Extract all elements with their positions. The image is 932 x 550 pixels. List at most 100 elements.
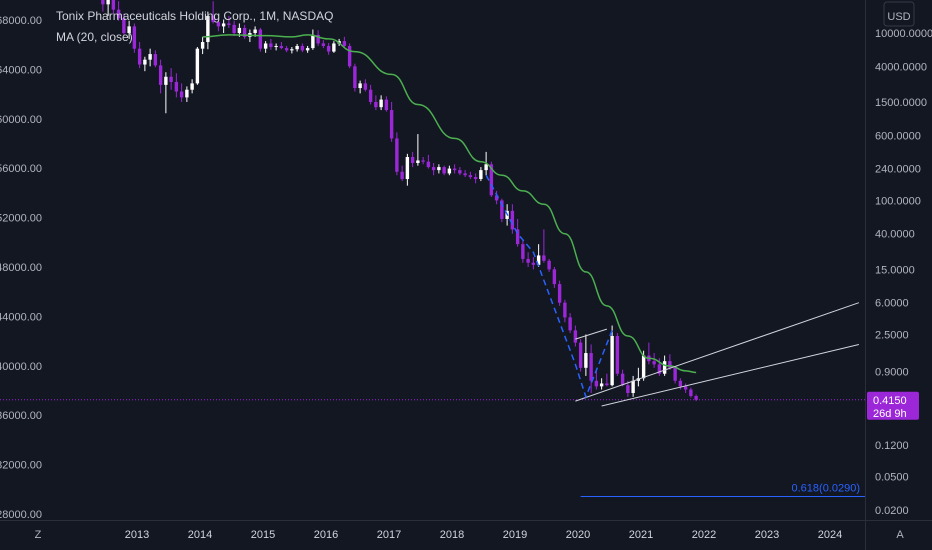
candle-body <box>363 83 368 90</box>
candle <box>101 0 105 12</box>
left-tick-label: 28000.00 <box>0 509 42 521</box>
candle <box>468 171 473 180</box>
candle-body <box>321 43 326 46</box>
candle <box>190 79 194 94</box>
candle-body <box>657 364 662 374</box>
candle-body <box>195 48 200 84</box>
candle <box>148 48 152 67</box>
candle <box>326 42 331 55</box>
candle <box>510 204 515 234</box>
candle-body <box>542 255 546 261</box>
left-tick-label: 36000.00 <box>0 410 42 422</box>
indicator-label: MA (20, close) <box>56 30 133 44</box>
time-tick-label: 2019 <box>503 529 527 541</box>
candle-body <box>353 66 357 89</box>
candle <box>542 229 546 263</box>
candle-body <box>106 0 110 5</box>
candle <box>174 73 179 98</box>
candle-body <box>332 43 336 52</box>
trend-line[interactable] <box>575 328 608 340</box>
currency-badge-box <box>883 1 915 27</box>
candle-body <box>405 156 410 180</box>
scale-z-button[interactable]: Z <box>35 529 42 541</box>
candle <box>132 23 137 53</box>
candle <box>494 190 499 205</box>
candle <box>573 325 578 347</box>
candle <box>232 20 236 37</box>
candle-body <box>311 34 315 49</box>
candles <box>101 0 698 402</box>
wave-projection <box>485 174 613 400</box>
candle-body <box>127 26 131 33</box>
candle <box>143 56 147 72</box>
candle-body <box>211 15 215 23</box>
candle-body <box>326 45 331 52</box>
trend-line[interactable] <box>575 302 860 402</box>
candle-body <box>206 15 210 43</box>
currency-badge[interactable]: USD <box>883 1 915 27</box>
candle <box>568 313 572 334</box>
candle-body <box>463 173 467 176</box>
candle-body <box>610 335 614 386</box>
candle <box>437 164 441 174</box>
candle <box>584 334 588 376</box>
candle <box>300 43 305 53</box>
trend-line[interactable] <box>601 343 859 407</box>
candle-body <box>237 27 242 33</box>
candle-body <box>631 380 635 393</box>
time-tick-label: 2021 <box>629 529 653 541</box>
candle <box>599 378 604 390</box>
candle-body <box>473 177 478 180</box>
candle-body <box>468 175 473 178</box>
candle <box>678 378 683 390</box>
candle-body <box>389 110 394 139</box>
candle-body <box>416 160 420 163</box>
candle-body <box>531 262 536 265</box>
candle <box>426 154 431 169</box>
left-tick-label: 32000.00 <box>0 460 42 472</box>
time-tick-label: 2017 <box>377 529 401 541</box>
candle-body <box>652 361 656 365</box>
candle-body <box>620 373 625 386</box>
candle <box>463 170 467 178</box>
candle <box>416 134 420 166</box>
candle-body <box>573 330 578 343</box>
candle-body <box>174 81 179 92</box>
candle-body <box>589 353 593 381</box>
candle-body <box>484 164 488 171</box>
candle-body <box>662 361 667 374</box>
candle <box>673 366 677 384</box>
candle <box>200 36 205 55</box>
candle <box>442 165 446 176</box>
candle-body <box>258 29 263 49</box>
candle <box>589 344 593 393</box>
candle-body <box>368 89 373 102</box>
candle <box>353 63 357 92</box>
candle-body <box>279 45 284 49</box>
candle <box>137 42 142 69</box>
candle-body <box>452 168 457 171</box>
price-tick-label: 6.0000 <box>875 298 909 310</box>
symbol-title: Tonix Pharmaceuticals Holding Corp., 1M,… <box>56 9 333 23</box>
candle-body <box>227 23 231 25</box>
candle <box>536 244 541 268</box>
candle-body <box>626 385 630 393</box>
candle-body <box>552 269 557 285</box>
candle-body <box>295 45 299 50</box>
auto-scale-button[interactable]: A <box>896 529 904 541</box>
candle <box>242 24 247 39</box>
candle <box>431 162 436 176</box>
price-tick-label: 600.0000 <box>875 130 921 142</box>
candle-body <box>290 49 294 51</box>
price-tick-label: 100.0000 <box>875 195 921 207</box>
candle <box>290 47 294 54</box>
currency-label: USD <box>887 11 910 23</box>
left-tick-label: 40000.00 <box>0 361 42 373</box>
candle-body <box>526 258 530 263</box>
time-axis[interactable]: 2013 2014 2015 2016 2017 2018 2019 2020 2021 2022… <box>125 529 842 541</box>
candle-body <box>269 43 273 48</box>
left-tick-label: 68000.00 <box>0 15 42 27</box>
candle-body <box>185 89 189 98</box>
